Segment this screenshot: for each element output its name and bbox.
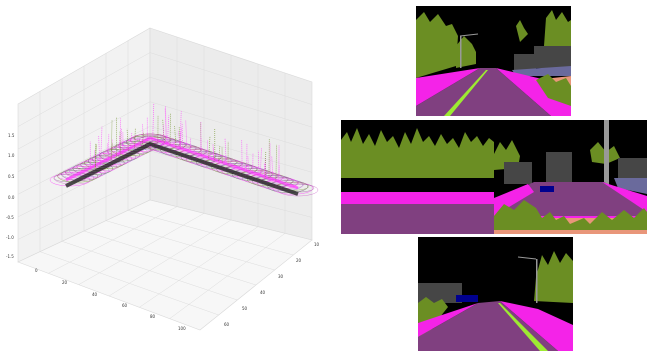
point-spike [129, 133, 133, 150]
grid-line [17, 76, 151, 150]
x-tick-label: 0 [35, 268, 38, 273]
point-spike [181, 122, 183, 150]
x-tick-label: 60 [122, 303, 128, 308]
x-tick-label: 20 [62, 280, 68, 285]
z-tick-label: -1.5 [6, 254, 14, 259]
grid-line [17, 126, 151, 195]
z-tick-label: 0.5 [8, 174, 15, 179]
y-tick-label: 50 [242, 306, 248, 311]
grid-line [149, 76, 313, 128]
x-tick-label: 80 [150, 314, 156, 319]
grid-line [149, 52, 313, 105]
point-spike [142, 131, 144, 144]
point-spike [98, 135, 101, 166]
point-spike [110, 120, 113, 160]
y-tick-label: 60 [224, 322, 230, 327]
z-tick-label: 0.0 [8, 195, 15, 200]
point-spike [247, 155, 250, 172]
grid-lines [17, 37, 313, 319]
point-cloud-3d-plot: 1.5 1.0 0.5 0.0 -0.5 -1.0 -1.5 0 20 40 6… [6, 27, 320, 331]
point-spike [174, 125, 177, 147]
point-cloud [49, 103, 319, 197]
y-tick-label: 10 [314, 242, 320, 247]
point-spike [178, 126, 181, 149]
point-spike [94, 144, 97, 168]
point-spike [126, 128, 129, 151]
z-tick-label: -1.0 [6, 235, 14, 240]
grid-line [149, 175, 313, 218]
point-spike [224, 138, 227, 164]
grid-line [149, 126, 313, 173]
y-tick-label: 20 [296, 258, 302, 263]
point-spike [120, 128, 123, 154]
camera-view-front [416, 6, 571, 116]
grid-line [17, 101, 151, 172]
point-spike [93, 150, 96, 168]
point-spike [167, 115, 170, 144]
point-spike [94, 143, 97, 168]
y-tick-label: 40 [260, 290, 266, 295]
point-spike [134, 128, 136, 148]
point-spike [208, 136, 211, 158]
grid-line [17, 175, 151, 240]
point-spike [179, 111, 182, 149]
camera-view-left [341, 120, 494, 234]
z-tick-label: 1.5 [8, 133, 15, 138]
point-spike [259, 147, 262, 176]
point-spike [100, 126, 103, 165]
x-tick-label: 40 [92, 292, 98, 297]
point-spike [264, 162, 267, 178]
grid-line [127, 210, 294, 256]
x-tick-label: 100 [178, 326, 186, 331]
point-spike [264, 151, 267, 177]
point-spike [278, 165, 280, 182]
point-spike [275, 144, 278, 181]
grid-line [17, 52, 151, 127]
point-spike [257, 150, 260, 175]
point-spike [218, 145, 221, 162]
z-tick-label: 1.0 [8, 153, 15, 158]
camera-view-right [494, 120, 647, 234]
grid-line [149, 101, 313, 150]
y-tick-label: 30 [278, 274, 284, 279]
point-spike [179, 127, 182, 149]
z-tick-label: -0.5 [6, 215, 14, 220]
camera-view-rear [418, 237, 573, 351]
trajectory-core [65, 141, 299, 196]
